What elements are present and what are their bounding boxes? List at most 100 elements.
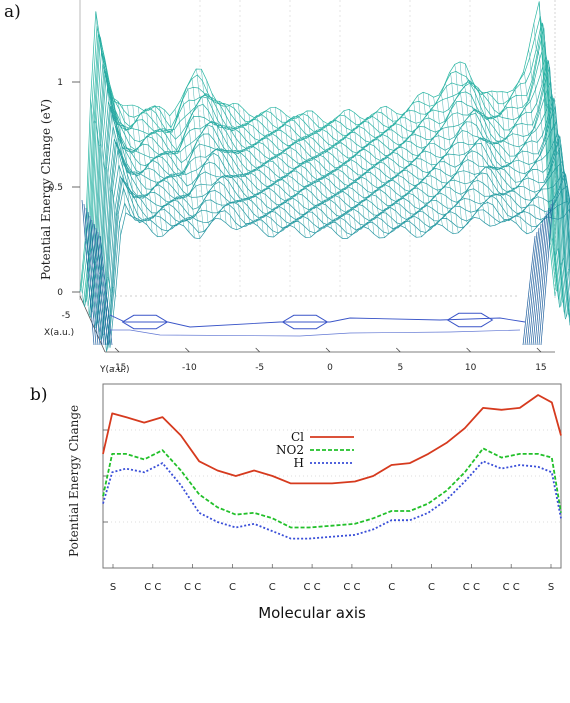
mesh-column-line [222,102,253,226]
mesh-wall-line [91,219,105,346]
panel-a-x-axis-label: X(a.u.) [44,328,74,338]
y-tick-label: -15 [112,363,127,373]
mesh-column-line [412,102,443,226]
x-tick-label: C C [503,582,520,593]
molecule-ring [446,312,494,328]
mesh-column-line [544,98,570,205]
mesh-column-line [79,287,111,353]
x-tick-label: C [269,582,276,593]
mesh-column-line [538,1,570,210]
x-tick-label: C C [463,582,480,593]
mesh-column-line [201,69,232,228]
panel-a-label: a) [4,2,21,22]
panel-a-ticks: 0 0.5 1 -15 -10 -5 0 5 10 15 -5 [49,78,547,373]
y-tick-label: 15 [535,363,546,373]
mesh-wall-line [99,235,113,346]
mesh-column-line [190,78,222,220]
mesh-column-line [422,92,454,234]
mesh-wall-line [85,207,99,346]
y-tick-mark [185,347,190,353]
molecule-backbone [109,314,526,328]
mesh-column-line [290,115,322,232]
mesh-wall-line [538,203,552,346]
z-tick-label: 0 [57,288,63,298]
mesh-wall-line [95,227,109,346]
panel-b-line-chart: S C C C C C C C C C C C C C C C C S Potential Energ… [67,383,562,622]
panel-a-molecules [109,312,526,337]
mesh-wall-line [530,219,544,346]
mesh-column-line [301,113,332,229]
mesh-column-line [459,61,491,227]
mesh-row-line [106,173,570,352]
mesh-column-line [454,64,485,223]
mesh-wall-line [534,211,548,346]
x-tick-label: C [229,582,236,593]
x-tick-label: C C [184,582,201,593]
mesh-column-line [449,72,480,219]
mesh-column-line [343,110,375,235]
mesh-column-line [169,115,200,239]
mesh-column-line [554,290,570,327]
mesh-column-line [507,92,538,227]
mesh-column-line [428,94,459,233]
mesh-column-line [486,92,517,224]
mesh-column-line [116,100,148,225]
mesh-column-line [174,109,206,232]
mesh-column-line [512,88,544,223]
y-tick-label: -10 [182,363,197,373]
panel-a-mesh [79,1,570,353]
mesh-column-line [164,109,195,238]
mesh-column-line [148,107,179,227]
y-tick-mark [396,347,401,353]
mesh-row-line [79,1,556,297]
mesh-column-line [528,49,559,220]
panel-a-y-axis-label: Y(a.u.) [99,365,129,375]
mesh-wall-line [540,199,554,346]
mesh-row-line [98,131,570,324]
mesh-wall-line [81,199,95,346]
mesh-column-line [269,107,301,234]
mesh-row-line [83,22,559,304]
z-tick-label: 0.5 [49,183,63,193]
panel-a-surface-plot: Potential Energy Change (eV) X(a.u.) Y(a… [39,0,570,375]
mesh-column-line [90,99,121,236]
mesh-column-line [401,112,433,230]
mesh-wall-line [83,203,97,346]
mesh-column-line [132,105,164,237]
mesh-column-line [259,112,290,229]
panel-b-xlabel: Molecular axis [258,604,366,622]
y-tick-mark [536,347,542,353]
mesh-column-line [470,76,501,223]
x-tick-label: C C [343,582,360,593]
y-tick-mark [114,347,120,353]
mesh-column-line [121,105,153,233]
mesh-column-line [480,91,512,222]
mesh-wall-line [89,215,103,346]
mesh-column-line [111,97,142,224]
mesh-column-line [385,106,417,238]
x-tick-label: C [428,582,435,593]
mesh-column-line [338,114,369,229]
y-tick-mark [325,347,331,353]
mesh-row-line [108,200,570,345]
mesh-column-line [185,86,216,220]
mesh-column-line [475,87,507,223]
molecule-backbone-front [110,329,521,337]
molecule-ring [121,314,169,330]
mesh-column-line [354,112,385,238]
mesh-column-line [306,110,338,235]
mesh-row-line [101,144,570,339]
x-tick-label: -5 [62,311,71,321]
mesh-column-line [533,23,565,217]
mesh-wall-line [524,231,538,346]
mesh-column-line [227,104,259,227]
mesh-wall-line [93,223,107,346]
mesh-row-line [85,41,562,307]
mesh-column-line [153,105,185,227]
mesh-column-line [501,91,533,233]
mesh-row-line [100,136,570,340]
mesh-column-line [311,110,343,239]
legend-label-cl: Cl [291,430,304,444]
mesh-wall-line [536,207,550,346]
